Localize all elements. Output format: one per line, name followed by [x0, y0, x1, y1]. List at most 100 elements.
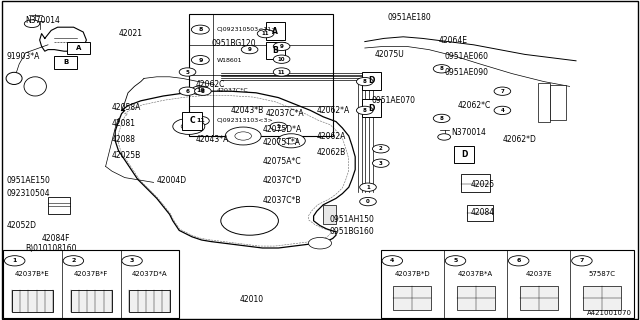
Text: B)010108160: B)010108160 — [26, 244, 77, 252]
Circle shape — [372, 159, 389, 167]
Text: 42037E: 42037E — [525, 271, 552, 276]
Text: 42037C*A: 42037C*A — [266, 109, 304, 118]
Bar — [67, 42, 90, 54]
Circle shape — [173, 118, 205, 134]
Text: 2: 2 — [71, 258, 76, 263]
Ellipse shape — [24, 77, 47, 96]
Circle shape — [494, 87, 511, 95]
Text: 91903*A: 91903*A — [6, 52, 40, 60]
Text: 42043*A: 42043*A — [195, 135, 228, 144]
Text: 0951BG160: 0951BG160 — [330, 228, 374, 236]
Bar — [550, 85, 566, 120]
Bar — [583, 286, 621, 310]
Circle shape — [235, 132, 252, 140]
Text: 6: 6 — [516, 258, 521, 263]
Text: A: A — [76, 45, 81, 51]
Text: B: B — [273, 46, 278, 55]
Bar — [266, 22, 285, 40]
Circle shape — [122, 256, 142, 266]
Circle shape — [195, 87, 211, 95]
Text: N370014: N370014 — [451, 128, 486, 137]
Text: 42075T*A: 42075T*A — [262, 138, 300, 147]
Text: 5: 5 — [186, 69, 189, 75]
Text: 11: 11 — [196, 118, 205, 123]
Bar — [394, 286, 431, 310]
Circle shape — [356, 106, 373, 115]
Bar — [323, 205, 336, 224]
Circle shape — [225, 127, 261, 145]
Text: 42037B*D: 42037B*D — [395, 271, 430, 276]
Text: 42037B*A: 42037B*A — [458, 271, 493, 276]
Text: 2: 2 — [379, 146, 383, 151]
Circle shape — [433, 65, 450, 73]
Text: 9: 9 — [248, 47, 252, 52]
Text: 11: 11 — [262, 31, 269, 36]
Text: 42052D: 42052D — [6, 221, 36, 230]
Circle shape — [356, 77, 373, 86]
Text: 42062*D: 42062*D — [502, 135, 536, 144]
Text: 42025B: 42025B — [112, 151, 141, 160]
Bar — [538, 83, 550, 122]
Text: D: D — [368, 76, 374, 85]
Text: 3: 3 — [130, 258, 134, 263]
Bar — [454, 146, 474, 163]
Text: 6: 6 — [186, 89, 189, 94]
Text: 42037C*D: 42037C*D — [262, 176, 301, 185]
Text: 42084F: 42084F — [42, 234, 70, 243]
Text: 42075U: 42075U — [374, 50, 404, 59]
Circle shape — [445, 256, 466, 266]
Text: 42010: 42010 — [240, 295, 264, 304]
Bar — [467, 205, 493, 221]
Text: 7: 7 — [500, 89, 504, 94]
Bar — [362, 99, 381, 117]
Circle shape — [179, 87, 196, 95]
Circle shape — [191, 56, 209, 65]
Text: 42037B*E: 42037B*E — [15, 271, 50, 276]
Circle shape — [438, 134, 451, 140]
Bar — [54, 56, 77, 69]
Circle shape — [509, 256, 529, 266]
Text: C)092310503<11>: C)092310503<11> — [217, 27, 277, 32]
Circle shape — [179, 68, 196, 76]
Circle shape — [273, 55, 290, 63]
Text: 42081: 42081 — [112, 119, 136, 128]
Circle shape — [4, 256, 25, 266]
Bar — [70, 290, 112, 312]
Circle shape — [241, 45, 258, 54]
Text: 57587C: 57587C — [589, 271, 616, 276]
Circle shape — [433, 114, 450, 123]
Bar — [189, 14, 333, 136]
Text: B: B — [63, 60, 68, 65]
Text: 8: 8 — [198, 27, 202, 32]
Text: 7: 7 — [580, 258, 584, 263]
Bar — [12, 290, 53, 312]
Text: 0951BG120: 0951BG120 — [211, 39, 256, 48]
Text: N370014: N370014 — [26, 16, 60, 25]
Text: 42021: 42021 — [118, 29, 143, 38]
Text: 4: 4 — [390, 258, 394, 263]
Text: D: D — [368, 103, 374, 113]
Text: D: D — [461, 150, 467, 159]
Text: 10: 10 — [278, 57, 285, 62]
Circle shape — [270, 122, 287, 131]
Circle shape — [382, 256, 403, 266]
Text: 42062*C: 42062*C — [458, 101, 491, 110]
Text: 42064E: 42064E — [438, 36, 467, 44]
Bar — [457, 286, 495, 310]
Text: 0: 0 — [366, 199, 370, 204]
Circle shape — [191, 86, 209, 95]
Circle shape — [572, 256, 592, 266]
Text: 10: 10 — [196, 88, 205, 93]
Circle shape — [63, 256, 84, 266]
Text: 0951AE070: 0951AE070 — [371, 96, 415, 105]
Text: 0951AE150: 0951AE150 — [6, 176, 51, 185]
Text: 0951AE060: 0951AE060 — [445, 52, 489, 60]
Text: 0951AH150: 0951AH150 — [330, 215, 374, 224]
Text: 9: 9 — [280, 44, 284, 49]
Bar — [362, 72, 381, 90]
Circle shape — [308, 237, 332, 249]
Text: 9: 9 — [198, 58, 202, 62]
Text: 42075A*C: 42075A*C — [262, 157, 301, 166]
Circle shape — [360, 197, 376, 206]
Text: 42062*A: 42062*A — [317, 106, 350, 115]
